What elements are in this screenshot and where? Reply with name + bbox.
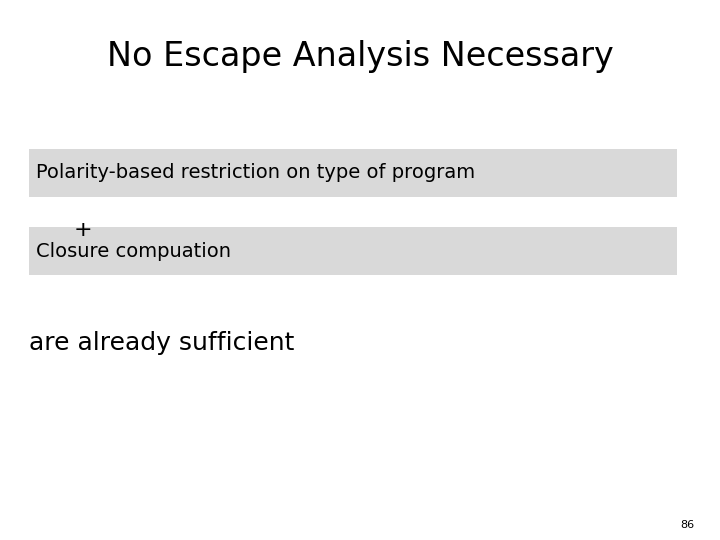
Text: +: + [73,219,92,240]
Text: Closure compuation: Closure compuation [36,241,231,261]
Text: Polarity-based restriction on type of program: Polarity-based restriction on type of pr… [36,163,475,183]
FancyBboxPatch shape [29,227,677,275]
FancyBboxPatch shape [29,148,677,197]
Text: No Escape Analysis Necessary: No Escape Analysis Necessary [107,40,613,73]
Text: 86: 86 [680,520,695,530]
Text: are already sufficient: are already sufficient [29,331,294,355]
